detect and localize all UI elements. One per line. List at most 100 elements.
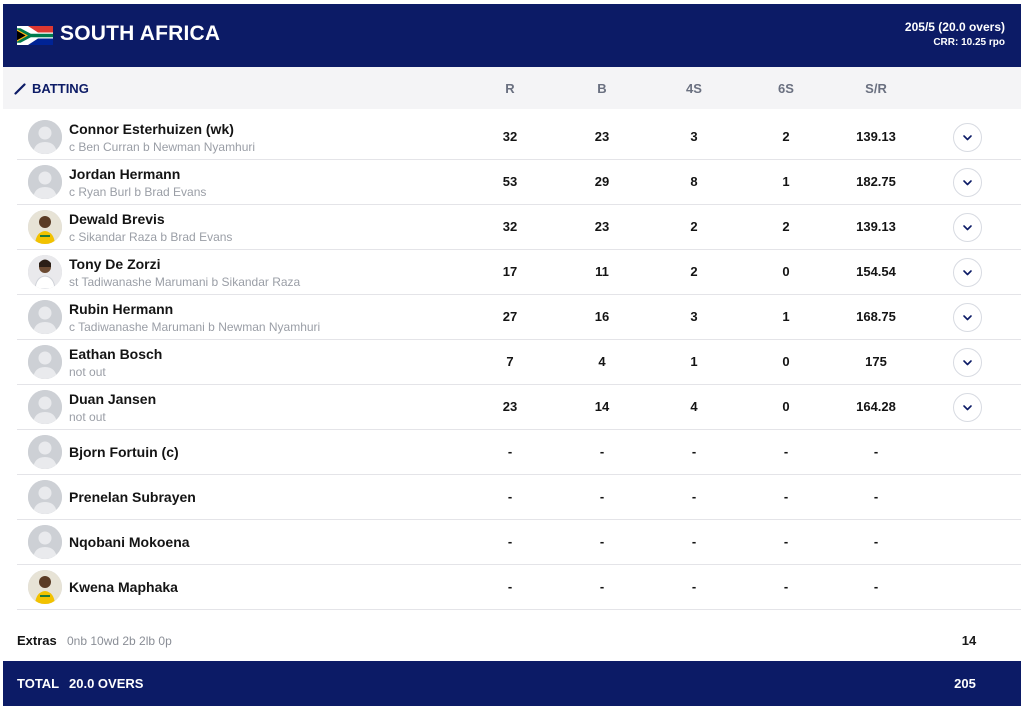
cell-runs: 7 (506, 354, 514, 369)
cell-strike-rate: - (873, 534, 879, 549)
expand-button[interactable] (953, 258, 982, 287)
batter-row[interactable]: Eathan Bosch not out 7 4 1 0 175 (17, 340, 1021, 385)
dismissal-text: not out (69, 410, 106, 424)
cell-sixes: - (783, 579, 789, 594)
avatar (28, 480, 62, 514)
batter-list: Connor Esterhuizen (wk) c Ben Curran b Ne… (3, 115, 1021, 610)
batting-label: BATTING (14, 81, 89, 96)
batter-row[interactable]: Duan Jansen not out 23 14 4 0 164.28 (17, 385, 1021, 430)
cell-balls: - (599, 534, 605, 549)
cell-runs: 32 (502, 219, 518, 234)
cell-fours: - (691, 579, 697, 594)
cell-sixes: 0 (782, 354, 790, 369)
extras-row: Extras 0nb 10wd 2b 2lb 0p 14 (3, 621, 1021, 661)
player-name[interactable]: Tony De Zorzi (69, 256, 161, 272)
cell-fours: 1 (690, 354, 698, 369)
cell-runs: - (507, 444, 513, 459)
cell-sixes: 1 (782, 309, 790, 324)
batting-label-text: BATTING (32, 81, 89, 96)
avatar (28, 570, 62, 604)
cell-balls: 11 (595, 264, 609, 279)
cell-fours: 3 (690, 309, 698, 324)
dismissal-text: c Ryan Burl b Brad Evans (69, 185, 207, 199)
avatar (28, 120, 62, 154)
cell-runs: - (507, 579, 513, 594)
cell-strike-rate: 154.54 (856, 264, 896, 279)
cell-fours: 4 (690, 399, 698, 414)
cell-runs: 53 (502, 174, 518, 189)
chevron-down-icon (963, 270, 972, 276)
extras-label: Extras (17, 633, 57, 648)
batter-row[interactable]: Connor Esterhuizen (wk) c Ben Curran b Ne… (17, 115, 1021, 160)
avatar (28, 300, 62, 334)
avatar (28, 165, 62, 199)
player-name[interactable]: Bjorn Fortuin (c) (69, 444, 179, 460)
avatar (28, 525, 62, 559)
player-name[interactable]: Prenelan Subrayen (69, 489, 196, 505)
dismissal-text: c Ben Curran b Newman Nyamhuri (69, 140, 256, 154)
expand-button[interactable] (953, 123, 982, 152)
cell-runs: 23 (502, 399, 518, 414)
cell-strike-rate: - (873, 489, 879, 504)
cell-strike-rate: - (873, 579, 879, 594)
col-header-fours: 4S (686, 81, 702, 96)
player-name[interactable]: Kwena Maphaka (69, 579, 178, 595)
player-name[interactable]: Dewald Brevis (69, 211, 165, 227)
cell-runs: - (507, 489, 513, 504)
cell-strike-rate: 164.28 (856, 399, 896, 414)
cell-fours: 3 (690, 129, 698, 144)
cell-runs: 27 (502, 309, 518, 324)
dismissal-text: not out (69, 365, 106, 379)
avatar (28, 210, 62, 244)
avatar (28, 255, 62, 289)
dismissal-text: c Tadiwanashe Marumani b Newman Nyamhuri (69, 320, 321, 334)
cell-runs: 17 (502, 264, 518, 279)
expand-button[interactable] (953, 213, 982, 242)
col-header-balls: B (597, 81, 607, 96)
cell-fours: 2 (690, 264, 698, 279)
player-name[interactable]: Eathan Bosch (69, 346, 163, 362)
cell-balls: 4 (598, 354, 606, 369)
dismissal-text: c Sikandar Raza b Brad Evans (69, 230, 233, 244)
cell-balls: 29 (594, 174, 610, 189)
total-value: 205 (954, 676, 976, 691)
batter-row[interactable]: Dewald Brevis c Sikandar Raza b Brad Evan… (17, 205, 1021, 250)
cell-fours: - (691, 534, 697, 549)
cell-sixes: 2 (782, 129, 790, 144)
avatar (28, 345, 62, 379)
batter-row[interactable]: Tony De Zorzi st Tadiwanashe Marumani b S… (17, 250, 1021, 295)
player-name[interactable]: Duan Jansen (69, 391, 157, 407)
total-overs: 20.0 OVERS (69, 676, 144, 691)
batter-row[interactable]: Rubin Hermann c Tadiwanashe Marumani b Ne… (17, 295, 1021, 340)
avatar (28, 435, 62, 469)
batter-row[interactable]: Jordan Hermann c Ryan Burl b Brad Evans 53… (17, 160, 1021, 205)
cell-strike-rate: 175 (865, 354, 887, 369)
cell-balls: - (599, 444, 605, 459)
player-name[interactable]: Rubin Hermann (69, 301, 174, 317)
batter-row: Nqobani Mokoena - - - - - (17, 520, 1021, 565)
expand-button[interactable] (953, 348, 982, 377)
cell-sixes: 1 (782, 174, 790, 189)
expand-button[interactable] (953, 168, 982, 197)
chevron-down-icon (963, 180, 972, 186)
cell-fours: - (691, 489, 697, 504)
player-name[interactable]: Nqobani Mokoena (69, 534, 190, 550)
batter-row: Prenelan Subrayen - - - - - (17, 475, 1021, 520)
cell-sixes: 0 (782, 264, 790, 279)
batting-column-header: BATTING R B 4S 6S S/R (3, 67, 1021, 109)
cell-sixes: 2 (782, 219, 790, 234)
avatar (28, 390, 62, 424)
batter-row: Bjorn Fortuin (c) - - - - - (17, 430, 1021, 475)
cell-sixes: - (783, 534, 789, 549)
player-name[interactable]: Connor Esterhuizen (wk) (69, 121, 234, 137)
cell-strike-rate: 182.75 (856, 174, 896, 189)
cell-strike-rate: 139.13 (856, 129, 896, 144)
south-africa-flag-icon (17, 26, 53, 45)
batter-row: Kwena Maphaka - - - - - (17, 565, 1021, 610)
expand-button[interactable] (953, 393, 982, 422)
cricket-bat-icon (14, 82, 26, 95)
total-label: TOTAL (17, 676, 60, 691)
cell-balls: - (599, 579, 605, 594)
expand-button[interactable] (953, 303, 982, 332)
player-name[interactable]: Jordan Hermann (69, 166, 181, 182)
